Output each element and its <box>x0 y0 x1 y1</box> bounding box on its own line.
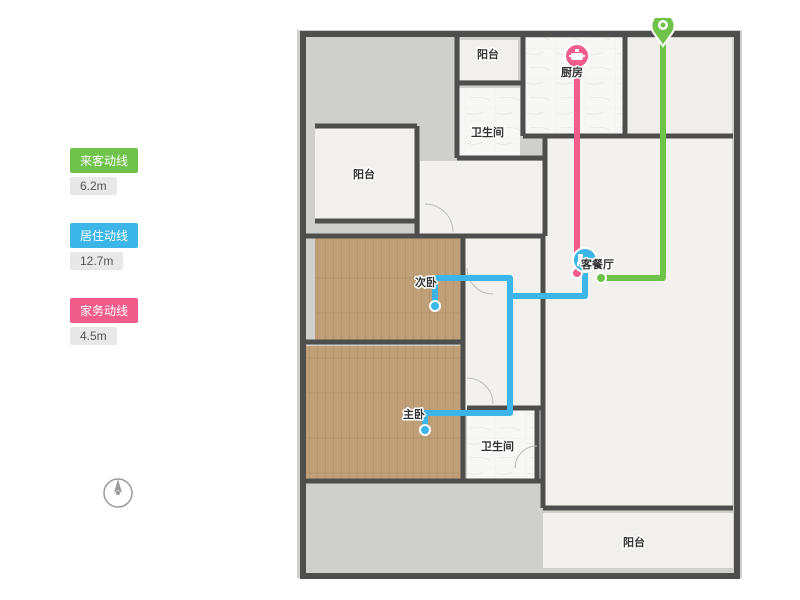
label-balcony-left: 阳台 <box>353 167 375 181</box>
guest-end-dot <box>596 273 606 283</box>
room-top-right <box>627 38 732 136</box>
legend-living-value: 12.7m <box>70 252 123 270</box>
bottom-ledge <box>305 483 543 518</box>
label-living-dining: 客餐厅 <box>580 257 614 271</box>
label-secondary-bedroom: 次卧 <box>415 275 437 289</box>
legend-housework-label: 家务动线 <box>70 298 138 323</box>
legend-housework-value: 4.5m <box>70 327 117 345</box>
room-secondary-bedroom <box>315 236 463 341</box>
compass-icon <box>100 475 136 516</box>
legend-guest-value: 6.2m <box>70 177 117 195</box>
legend-living: 居住动线 12.7m <box>70 223 138 270</box>
room-living <box>545 138 732 506</box>
label-balcony-bottom: 阳台 <box>623 535 645 549</box>
room-corridor <box>420 161 545 236</box>
label-kitchen: 厨房 <box>561 65 583 79</box>
room-hall <box>465 236 545 411</box>
label-master-bedroom: 主卧 <box>403 407 425 421</box>
living-end-dot-1 <box>430 301 440 311</box>
legend-panel: 来客动线 6.2m 居住动线 12.7m 家务动线 4.5m <box>70 148 138 373</box>
label-balcony-top: 阳台 <box>477 47 499 61</box>
living-end-dot-2 <box>420 425 430 435</box>
legend-guest: 来客动线 6.2m <box>70 148 138 195</box>
label-bath1: 卫生间 <box>471 125 504 139</box>
legend-guest-label: 来客动线 <box>70 148 138 173</box>
floorplan-diagram: 阳台 厨房 卫生间 阳台 次卧 主卧 卫生间 客餐厅 阳台 <box>285 18 755 583</box>
housework-start-pot-icon <box>565 44 589 68</box>
room-bath1 <box>457 88 520 158</box>
label-bath2: 卫生间 <box>481 439 514 453</box>
legend-living-label: 居住动线 <box>70 223 138 248</box>
legend-housework: 家务动线 4.5m <box>70 298 138 345</box>
